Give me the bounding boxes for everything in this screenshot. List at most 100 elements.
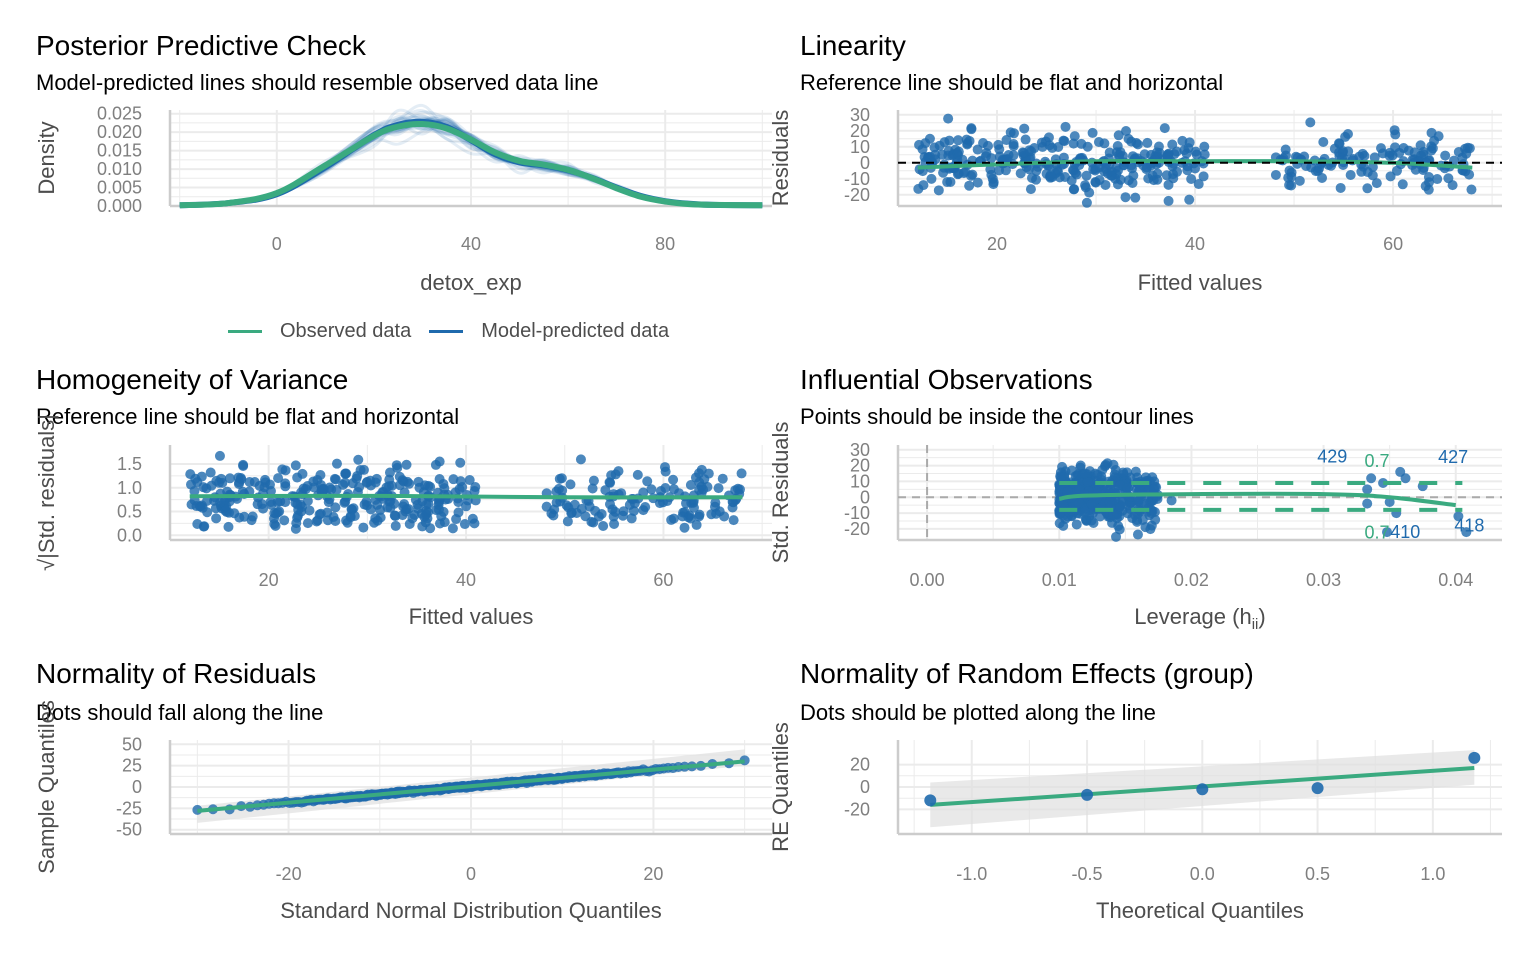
std-residual-point	[423, 480, 434, 491]
residual-point	[1008, 128, 1019, 139]
residual-point	[1294, 175, 1305, 186]
point-label: 410	[1390, 522, 1420, 542]
leverage-point	[1378, 478, 1389, 488]
leverage-point	[1086, 515, 1097, 526]
residual-point	[1371, 178, 1382, 189]
std-residual-point	[394, 471, 405, 482]
y-tick-label: 0.000	[97, 196, 142, 216]
y-tick-label: 0.010	[97, 159, 142, 179]
std-residual-point	[223, 521, 234, 532]
residual-point	[953, 135, 964, 146]
re-quantile-point	[1311, 782, 1324, 795]
residual-point	[1345, 170, 1356, 181]
std-residual-point	[600, 485, 611, 496]
x-tick-label: 0.03	[1306, 570, 1341, 590]
residual-point	[1389, 125, 1400, 136]
std-residual-point	[431, 505, 442, 516]
std-residual-point	[391, 460, 402, 471]
leverage-point	[1382, 527, 1393, 538]
std-residual-point	[668, 484, 679, 495]
leverage-point	[1079, 468, 1090, 479]
residual-point	[1340, 131, 1351, 142]
std-residual-point	[467, 513, 478, 524]
re-quantile-point	[1196, 783, 1209, 796]
std-residual-point	[280, 465, 291, 476]
residual-point	[1019, 123, 1030, 134]
residual-point	[1335, 182, 1346, 193]
std-residual-point	[236, 474, 247, 485]
std-residual-point	[710, 501, 721, 512]
y-axis-label: RE Quantiles	[768, 722, 793, 852]
residual-point	[1318, 137, 1329, 148]
panel-title: Normality of Residuals	[36, 658, 317, 689]
panel-subtitle: Dots should fall along the line	[36, 700, 324, 725]
x-axis-label: Standard Normal Distribution Quantiles	[280, 898, 662, 923]
std-residual-point	[224, 473, 235, 484]
residual-point	[1369, 152, 1380, 163]
std-residual-point	[413, 503, 424, 514]
std-residual-point	[214, 450, 225, 461]
panel-normality-residuals: Normality of Residuals Dots should fall …	[0, 640, 772, 960]
x-tick-label: 20	[259, 570, 279, 590]
residual-point	[924, 133, 935, 144]
std-residual-point	[308, 476, 319, 487]
std-residual-point	[691, 519, 702, 530]
panel-subtitle: Points should be inside the contour line…	[800, 404, 1194, 429]
legend-item-observed: Observed data	[228, 320, 411, 343]
std-residual-point	[280, 478, 291, 489]
y-tick-label: 0	[860, 153, 870, 173]
std-residual-point	[717, 473, 728, 484]
residual-point	[1059, 136, 1070, 147]
y-tick-label: 0	[860, 487, 870, 507]
x-tick-label: 40	[461, 234, 481, 254]
residual-point	[1464, 169, 1475, 180]
std-residual-point	[404, 519, 415, 530]
residual-point	[1036, 137, 1047, 148]
std-residual-point	[401, 459, 412, 470]
std-residual-point	[624, 499, 635, 510]
re-quantile-point	[924, 794, 937, 807]
std-residual-point	[654, 498, 665, 509]
residual-point	[1031, 165, 1042, 176]
residual-point	[1198, 171, 1209, 182]
leverage-point	[1366, 473, 1377, 484]
std-residual-point	[626, 513, 637, 524]
std-residual-point	[566, 508, 577, 519]
std-residual-point	[617, 510, 628, 521]
std-residual-point	[330, 474, 341, 485]
residual-point	[1141, 162, 1152, 173]
residual-point	[943, 113, 954, 124]
leverage-point	[1166, 495, 1177, 506]
std-residual-point	[192, 519, 203, 530]
residual-point	[1367, 170, 1378, 181]
x-tick-label: -0.5	[1072, 864, 1103, 884]
residual-point	[1159, 123, 1170, 134]
std-residual-point	[677, 511, 688, 522]
std-residual-point	[679, 522, 690, 533]
residual-point	[1283, 172, 1294, 183]
std-residual-point	[238, 459, 249, 470]
residual-point	[1191, 149, 1202, 160]
residual-point	[1081, 197, 1092, 208]
residual-point	[1081, 170, 1092, 181]
leverage-point	[1149, 483, 1160, 494]
x-tick-label: 20	[643, 864, 663, 884]
std-residual-point	[185, 469, 196, 480]
std-residual-point	[417, 521, 428, 532]
leverage-point	[1132, 529, 1143, 540]
std-residual-point	[455, 457, 466, 468]
residual-point	[1069, 131, 1080, 142]
residual-point	[1093, 137, 1104, 148]
residual-point	[1069, 184, 1080, 195]
std-residual-point	[297, 468, 308, 479]
x-tick-label: 0.02	[1174, 570, 1209, 590]
residual-point	[1305, 117, 1316, 128]
leverage-point	[1108, 509, 1119, 520]
x-axis-label: Theoretical Quantiles	[1096, 898, 1304, 923]
std-residual-point	[609, 518, 620, 529]
leverage-point	[1132, 514, 1143, 525]
std-residual-point	[353, 454, 364, 465]
std-residual-point	[247, 511, 258, 522]
legend-swatch-observed	[228, 330, 262, 333]
